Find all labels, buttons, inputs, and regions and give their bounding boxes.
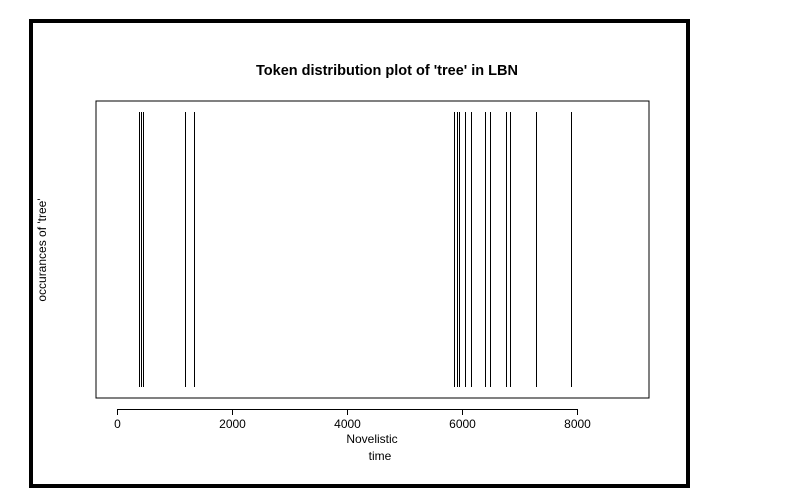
y-axis-label: occurances of 'tree'	[35, 198, 49, 301]
x-axis-label-line-2: time	[369, 449, 392, 463]
x-tick-label: 0	[114, 417, 121, 431]
x-tick-label: 6000	[449, 417, 476, 431]
x-tick-label: 4000	[334, 417, 361, 431]
x-axis-label-line-1: Novelistic	[346, 432, 397, 446]
x-tick-label: 2000	[219, 417, 246, 431]
plot-area	[95, 100, 650, 399]
x-tick-label: 8000	[564, 417, 591, 431]
token-occurrence-marks	[139, 112, 572, 387]
chart-title: Token distribution plot of 'tree' in LBN	[256, 63, 518, 79]
x-axis: 0 2000 4000 6000 8000	[114, 409, 591, 431]
